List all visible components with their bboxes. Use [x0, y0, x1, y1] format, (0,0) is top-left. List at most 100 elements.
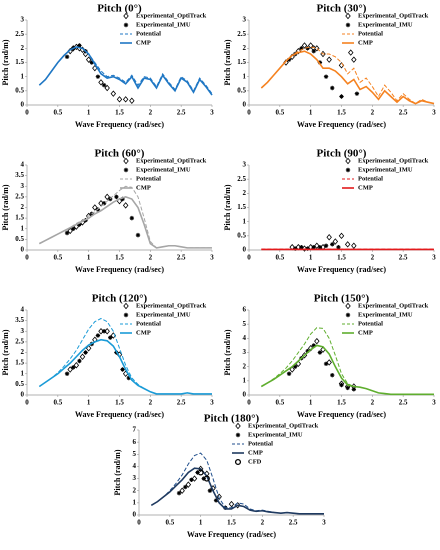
y-tick-label: 1: [21, 224, 25, 232]
data-point: [323, 74, 329, 79]
x-tick-label: 3: [322, 519, 326, 527]
y-tick-label: 0: [243, 101, 247, 109]
y-tick-label: 2: [243, 44, 247, 52]
x-tick-label: 3: [210, 109, 214, 117]
data-point: [317, 60, 323, 65]
y-tick-label: 0: [21, 101, 25, 109]
y-tick-label: 0: [21, 391, 25, 399]
data-point: [332, 238, 339, 245]
legend-symbol: [345, 12, 351, 20]
series-line: [38, 338, 212, 395]
y-tick-label: 2: [21, 203, 25, 211]
data-point: [79, 353, 86, 360]
legend-label: Potential: [248, 440, 273, 447]
legend-label: Potential: [136, 30, 161, 37]
y-tick-label: 3: [133, 474, 137, 482]
legend-label: Experimental_IMU: [358, 311, 413, 318]
x-tick-label: 2.5: [399, 399, 408, 407]
data-point: [311, 48, 316, 54]
y-axis-label: Pitch (rad/m): [223, 184, 232, 230]
x-tick-label: 2.5: [399, 109, 408, 117]
x-tick-label: 0.5: [275, 109, 284, 117]
legend-label: CFD: [248, 458, 262, 465]
y-tick-label: 1: [133, 498, 137, 506]
y-tick-label: 6: [133, 438, 137, 446]
data-point: [185, 481, 192, 488]
x-tick-label: 0.5: [53, 399, 62, 407]
legend-label: Potential: [136, 175, 161, 182]
legend-label: Experimental_OptiTrack: [136, 12, 207, 19]
data-point: [345, 385, 350, 391]
x-tick-label: 0: [247, 109, 251, 117]
y-tick-label: 3.5: [15, 316, 24, 324]
legend-symbol: [123, 312, 129, 318]
series-line: [260, 46, 435, 105]
data-point: [129, 97, 135, 104]
data-point: [73, 362, 80, 369]
series-line: [38, 196, 212, 249]
x-tick-label: 3: [210, 254, 214, 262]
x-axis-label: Wave Frequency (rad/sec): [75, 265, 165, 274]
legend-label: Experimental_OptiTrack: [358, 302, 429, 309]
data-point: [126, 375, 131, 381]
x-tick-label: 2.5: [177, 254, 186, 262]
y-tick-label: 1: [243, 217, 247, 225]
x-tick-label: 3: [210, 399, 214, 407]
x-tick-label: 0.5: [165, 519, 174, 527]
data-point: [351, 242, 357, 249]
x-tick-label: 0.5: [275, 399, 284, 407]
data-point: [314, 337, 320, 345]
data-point: [299, 46, 304, 51]
legend-label: CMP: [358, 184, 373, 191]
data-point: [339, 94, 344, 99]
legend-symbol: [123, 302, 129, 310]
data-point: [344, 241, 351, 248]
data-point: [213, 498, 219, 503]
x-tick-label: 0.5: [53, 254, 62, 262]
legend-symbol: [235, 432, 241, 438]
data-point: [89, 60, 94, 65]
data-point: [317, 350, 323, 355]
data-point: [339, 382, 344, 388]
data-point: [104, 193, 110, 201]
x-tick-label: 0: [25, 254, 29, 262]
x-tick-label: 1: [199, 519, 203, 527]
legend-symbol: [345, 157, 351, 165]
y-tick-label: 2.5: [237, 175, 246, 183]
y-tick-label: 3: [21, 182, 25, 190]
y-axis-label: Pitch (rad/m): [113, 449, 122, 495]
x-tick-label: 0.5: [275, 254, 284, 262]
data-point: [286, 57, 292, 62]
data-point: [203, 475, 210, 482]
data-point: [299, 244, 304, 250]
data-point: [305, 46, 310, 51]
data-point: [330, 85, 335, 91]
legend-label: Potential: [358, 30, 383, 37]
y-tick-label: 1: [243, 376, 247, 384]
y-tick-label: 2: [21, 44, 25, 52]
legend-symbol: [123, 12, 129, 20]
legend-symbol: [345, 22, 351, 28]
data-point: [305, 348, 310, 354]
x-tick-label: 2.5: [399, 254, 408, 262]
y-tick-label: 2: [133, 486, 137, 494]
legend-label: Potential: [136, 320, 161, 327]
legend-label: Experimental_IMU: [358, 166, 413, 173]
data-point: [101, 201, 107, 206]
y-tick-label: 1.5: [15, 58, 24, 66]
y-tick-label: 1.5: [15, 359, 24, 367]
legend-label: Experimental_OptiTrack: [136, 302, 207, 309]
y-tick-label: 3: [243, 16, 247, 24]
data-point: [354, 91, 360, 96]
data-point: [108, 335, 113, 340]
y-tick-label: 0.5: [237, 231, 246, 239]
x-tick-label: 2: [371, 109, 375, 117]
data-point: [114, 194, 119, 200]
y-tick-label: 2: [243, 189, 247, 197]
x-tick-label: 0: [25, 399, 29, 407]
legend-label: CMP: [248, 449, 263, 456]
data-point: [189, 477, 194, 482]
x-tick-label: 1.5: [337, 399, 346, 407]
y-tick-label: 2.5: [237, 30, 246, 38]
